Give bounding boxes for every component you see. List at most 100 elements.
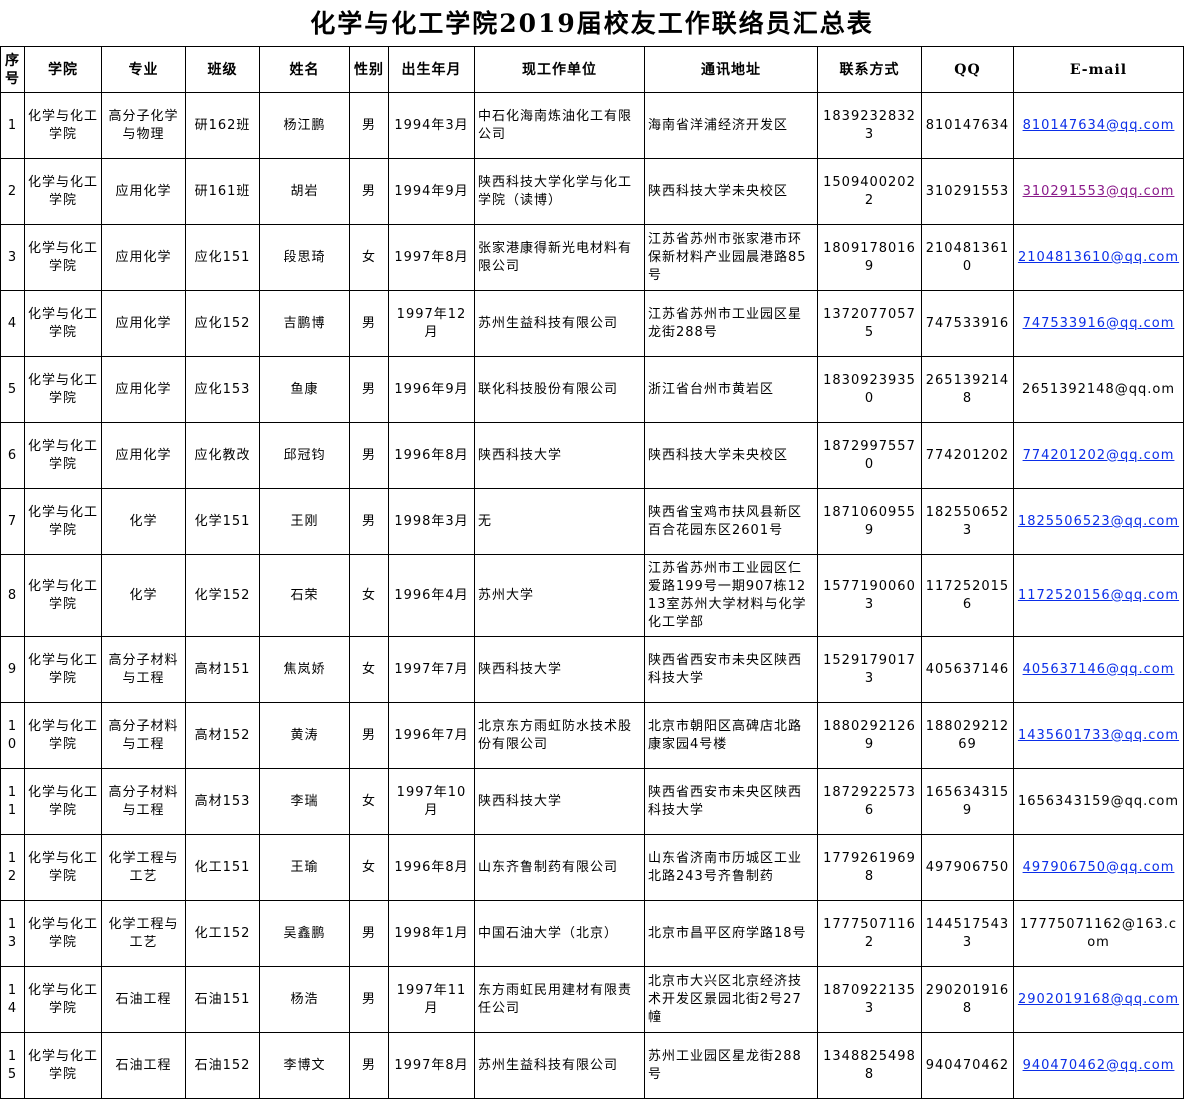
email[interactable]: 2104813610@qq.com	[1017, 249, 1180, 265]
title: 化学与化工学院2019届校友工作联络员汇总表	[310, 9, 874, 38]
cell: 化学与化工学院	[24, 636, 102, 703]
cell: 1997年7月	[388, 636, 475, 703]
cell: 6	[0, 422, 25, 489]
email[interactable]: 810147634@qq.com	[1022, 117, 1175, 133]
cell: 13488254988	[817, 1032, 922, 1099]
table-body: 1 化学与化工学院 高分子化学与物理 研162班 杨江鹏男 1994年3月 中石化海南炼油化…	[0, 92, 1184, 1099]
cell: 化学	[101, 554, 186, 637]
cell: 497906750	[921, 834, 1014, 901]
email[interactable]: 1825506523@qq.com	[1017, 513, 1180, 529]
column-header: 序号	[0, 46, 25, 93]
cell: 2104813610	[921, 224, 1014, 291]
cell: 15	[0, 1032, 25, 1099]
cell: 石油工程	[101, 966, 186, 1033]
cell: 2902019168@qq.com	[1013, 966, 1184, 1033]
column-header: 专业	[101, 46, 186, 93]
email[interactable]: 747533916@qq.com	[1022, 315, 1175, 331]
cell: 18729225736	[817, 768, 922, 835]
cell: 7	[0, 488, 25, 555]
cell: 李博文	[259, 1032, 350, 1099]
table-row: 12 化学与化工学院 化学工程与工艺 化工151 王瑜女 1996年8月 山东齐鲁制药有限公…	[0, 834, 1184, 901]
cell: 化学151	[185, 488, 260, 555]
cell: 中石化海南炼油化工有限公司	[474, 92, 645, 159]
cell: 747533916	[921, 290, 1014, 357]
cell: 应化153	[185, 356, 260, 423]
cell: 高分子化学与物理	[101, 92, 186, 159]
email[interactable]: 1172520156@qq.com	[1017, 587, 1180, 603]
email[interactable]: 774201202@qq.com	[1022, 447, 1175, 463]
cell: 14	[0, 966, 25, 1033]
cell: 405637146@qq.com	[1013, 636, 1184, 703]
cell: 化学与化工学院	[24, 1032, 102, 1099]
cell: 化工151	[185, 834, 260, 901]
cell: 化学与化工学院	[24, 834, 102, 901]
cell: 1656343159@qq.com	[1013, 768, 1184, 835]
email[interactable]: 1435601733@qq.com	[1017, 727, 1180, 743]
cell: 联化科技股份有限公司	[474, 356, 645, 423]
cell: 鱼康	[259, 356, 350, 423]
column-header: 姓名	[259, 46, 350, 93]
cell: 石油工程	[101, 1032, 186, 1099]
cell: 苏州大学	[474, 554, 645, 637]
cell: 女	[349, 554, 389, 637]
cell: 女	[349, 224, 389, 291]
cell: 310291553@qq.com	[1013, 158, 1184, 225]
table-row: 9 化学与化工学院 高分子材料与工程 高材151 焦岚娇女 1997年7月 陕西科技大学 陕西…	[0, 636, 1184, 703]
cell: 高分子材料与工程	[101, 768, 186, 835]
cell: 774201202@qq.com	[1013, 422, 1184, 489]
cell: 石荣	[259, 554, 350, 637]
cell: 王瑜	[259, 834, 350, 901]
cell: 810147634@qq.com	[1013, 92, 1184, 159]
cell: 17792619698	[817, 834, 922, 901]
cell: 山东齐鲁制药有限公司	[474, 834, 645, 901]
cell: 北京市朝阳区高碑店北路康家园4号楼	[644, 702, 818, 769]
cell: 高分子材料与工程	[101, 636, 186, 703]
cell: 研162班	[185, 92, 260, 159]
cell: 江苏省苏州市张家港市环保新材料产业园晨港路85号	[644, 224, 818, 291]
cell: 1994年9月	[388, 158, 475, 225]
cell: 海南省洋浦经济开发区	[644, 92, 818, 159]
cell: 杨浩	[259, 966, 350, 1033]
column-header: 学院	[24, 46, 102, 93]
column-header: 联系方式	[817, 46, 922, 93]
cell: 1996年9月	[388, 356, 475, 423]
cell: 810147634	[921, 92, 1014, 159]
cell: 黄涛	[259, 702, 350, 769]
cell: 应化152	[185, 290, 260, 357]
cell: 18802921269	[921, 702, 1014, 769]
column-header: QQ	[921, 46, 1014, 93]
cell: 男	[349, 158, 389, 225]
cell: 男	[349, 1032, 389, 1099]
cell: 男	[349, 966, 389, 1033]
cell: 石油152	[185, 1032, 260, 1099]
cell: 化学与化工学院	[24, 554, 102, 637]
email[interactable]: 2902019168@qq.com	[1017, 991, 1180, 1007]
column-header: 班级	[185, 46, 260, 93]
cell: 高材151	[185, 636, 260, 703]
cell: 北京市大兴区北京经济技术开发区景园北街2号27幢	[644, 966, 818, 1033]
cell: 应用化学	[101, 224, 186, 291]
email[interactable]: 405637146@qq.com	[1022, 661, 1175, 677]
email[interactable]: 497906750@qq.com	[1022, 859, 1175, 875]
table-row: 2 化学与化工学院 应用化学 研161班 胡岩男 1994年9月 陕西科技大学化学与化工学院…	[0, 158, 1184, 225]
cell: 高材153	[185, 768, 260, 835]
cell: 1445175433	[921, 900, 1014, 967]
email[interactable]: 310291553@qq.com	[1022, 183, 1175, 199]
table-row: 10 化学与化工学院 高分子材料与工程 高材152 黄涛男 1996年7月 北京东方雨虹防水…	[0, 702, 1184, 769]
email[interactable]: 940470462@qq.com	[1022, 1057, 1175, 1073]
cell: 15291790173	[817, 636, 922, 703]
cell: 研161班	[185, 158, 260, 225]
cell: 940470462@qq.com	[1013, 1032, 1184, 1099]
cell: 17775071162	[817, 900, 922, 967]
cell: 高材152	[185, 702, 260, 769]
email: 17775071162@163.com	[1019, 916, 1178, 950]
cell: 2902019168	[921, 966, 1014, 1033]
column-header: 现工作单位	[474, 46, 645, 93]
cell: 化学与化工学院	[24, 290, 102, 357]
cell: 张家港康得新光电材料有限公司	[474, 224, 645, 291]
cell: 1172520156@qq.com	[1013, 554, 1184, 637]
email: 1656343159@qq.com	[1017, 793, 1180, 809]
cell: 东方雨虹民用建材有限责任公司	[474, 966, 645, 1033]
cell: 应用化学	[101, 158, 186, 225]
column-header: 性别	[349, 46, 389, 93]
